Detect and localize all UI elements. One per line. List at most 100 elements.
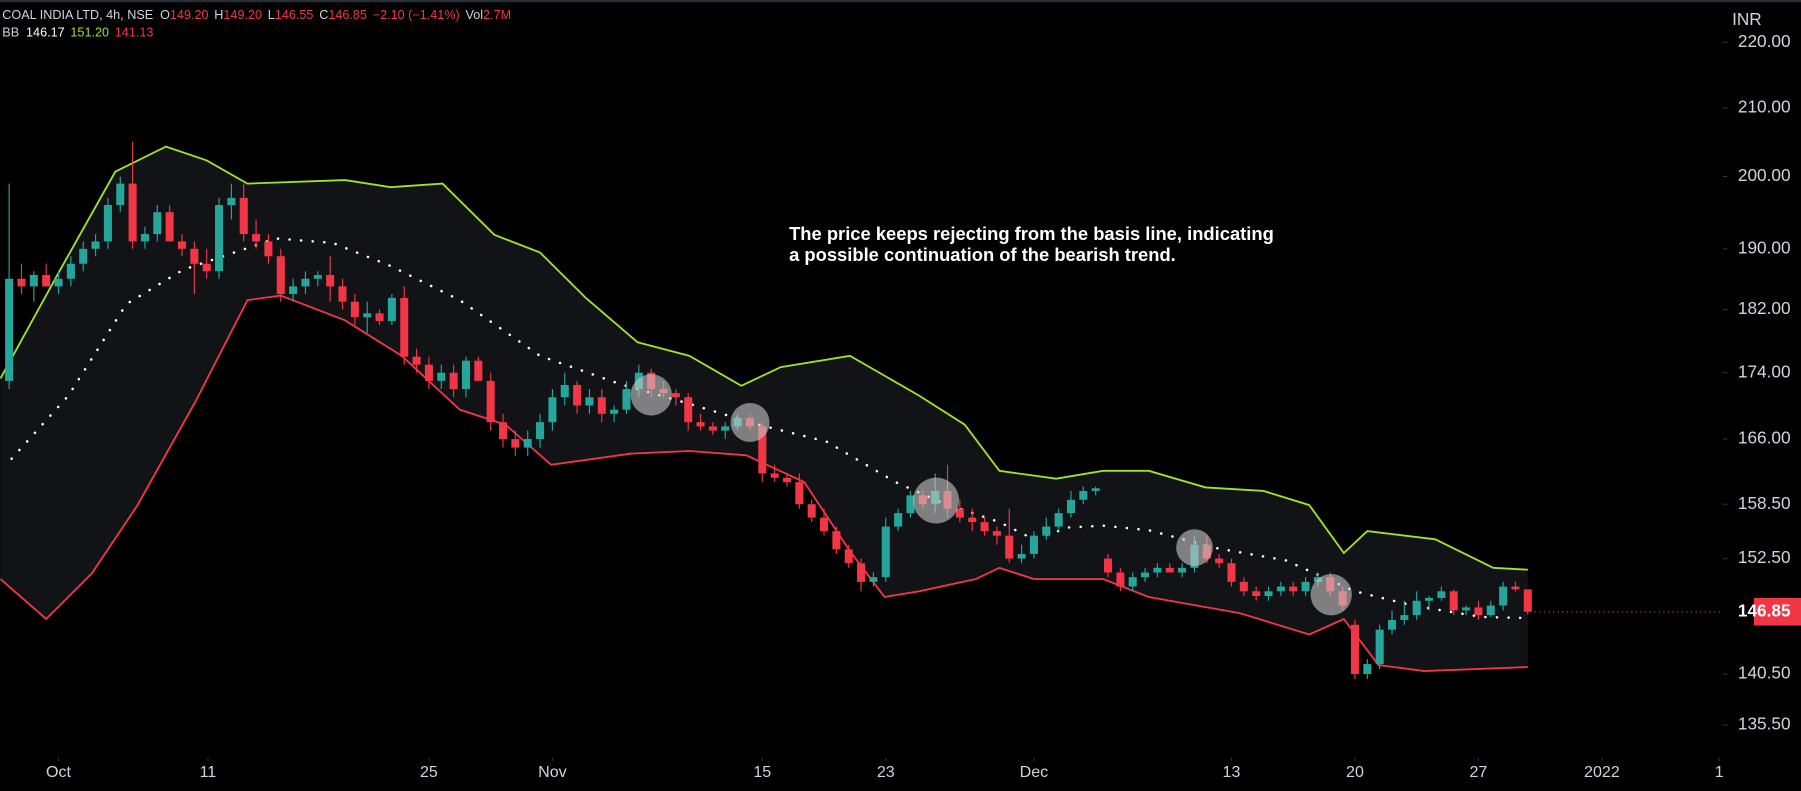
candle-body — [585, 397, 594, 406]
candle-body — [1449, 591, 1458, 611]
x-tick-label: 11 — [200, 763, 217, 781]
x-tick-label: 2022 — [1584, 763, 1620, 781]
x-tick-label: 23 — [877, 763, 895, 781]
candle-body — [350, 301, 359, 318]
candle-body — [696, 422, 705, 427]
candle-body — [573, 384, 582, 406]
candle-body — [1511, 586, 1520, 590]
candle-body — [1178, 567, 1187, 573]
candle-body — [1264, 591, 1273, 597]
y-tick-label: 174.00 — [1738, 361, 1791, 381]
y-tick-label: 135.50 — [1738, 714, 1791, 734]
candle-body — [894, 513, 903, 527]
candle-body — [1029, 535, 1038, 554]
y-tick-label: 140.50 — [1738, 663, 1791, 683]
candle-body — [511, 439, 520, 448]
candle-body — [869, 577, 878, 582]
indicator-line: BB 146.17 151.20 141.13 — [2, 26, 153, 40]
highlight-circle — [1176, 529, 1213, 566]
candle-body — [1350, 624, 1359, 675]
candle-body — [758, 426, 767, 474]
candle-body — [1363, 664, 1372, 675]
candle-body — [610, 409, 619, 414]
candle-body — [1400, 615, 1409, 620]
candle-body — [782, 477, 792, 483]
candle-body — [252, 234, 261, 242]
candle-body — [79, 248, 88, 264]
candle-body — [400, 297, 409, 357]
field-key: O — [160, 8, 170, 22]
candle-body — [375, 313, 384, 322]
candle-body — [1412, 600, 1421, 616]
candle-body — [190, 248, 199, 264]
x-tick-label: 25 — [420, 763, 438, 781]
x-tick-label: 1 — [1715, 763, 1724, 781]
candle-body — [461, 360, 470, 390]
candle-body — [1486, 605, 1495, 616]
candle-body — [1116, 572, 1125, 587]
band-basis — [10, 237, 1530, 620]
candle-body — [1227, 563, 1236, 582]
candle-body — [1375, 629, 1384, 665]
field-value: 146.55 — [275, 8, 314, 22]
candle-body — [1474, 607, 1483, 616]
candle-body — [1054, 513, 1063, 527]
candle-body — [264, 241, 273, 257]
field-key: C — [319, 8, 328, 22]
candle-body — [412, 356, 421, 365]
indicator-upper: 151.20 — [70, 26, 109, 40]
candle-body — [239, 197, 248, 235]
candle-body — [1425, 597, 1434, 601]
candle-body — [684, 397, 693, 423]
candle-body — [1523, 589, 1532, 612]
candle-body — [881, 526, 890, 578]
x-tick-label: 27 — [1469, 763, 1487, 781]
x-tick-label: 15 — [753, 763, 771, 781]
candle-body — [227, 197, 236, 206]
volume-key: Vol — [466, 8, 484, 22]
annotation-line: a possible continuation of the bearish t… — [789, 244, 1176, 265]
y-tick-label: 158.50 — [1738, 493, 1791, 513]
candle-body — [671, 393, 680, 398]
candle-body — [424, 364, 433, 381]
x-tick-label: Nov — [538, 763, 567, 781]
volume-value: 2.7M — [483, 8, 511, 22]
indicator-basis: 146.17 — [26, 26, 65, 40]
candle-body — [906, 495, 915, 514]
field-value: 149.20 — [170, 8, 209, 22]
x-tick-label: 13 — [1223, 763, 1241, 781]
candle-body — [17, 278, 26, 287]
change: −2.10 (−1.41%) — [373, 8, 460, 22]
candle-body — [165, 212, 174, 242]
x-tick-label: 20 — [1346, 763, 1364, 781]
candle-body — [857, 563, 866, 582]
candle-body — [387, 297, 396, 322]
field-value: 149.20 — [223, 8, 262, 22]
candle-body — [1079, 490, 1088, 500]
candle-body — [5, 278, 14, 381]
candle-body — [177, 241, 187, 249]
field-value: 146.85 — [328, 8, 367, 22]
candle-body — [1215, 558, 1224, 564]
candle-body — [708, 426, 717, 431]
currency: INR — [1732, 9, 1762, 29]
candle-body — [474, 360, 483, 381]
candle-body — [128, 183, 137, 242]
y-tick-label: 210.00 — [1738, 96, 1791, 116]
band-fill — [0, 146, 1528, 672]
candle-body — [289, 286, 298, 295]
field-key: L — [268, 8, 275, 22]
candle-body — [29, 275, 38, 287]
candle-body — [301, 278, 310, 287]
candle-body — [820, 517, 829, 532]
band-upper — [0, 145, 1528, 571]
candle-body — [338, 286, 347, 302]
candle-body — [140, 234, 149, 242]
candle-body — [560, 384, 569, 398]
candle-body — [536, 422, 545, 440]
field-key: H — [214, 8, 223, 22]
candle-body — [770, 473, 779, 478]
candle-body — [807, 504, 816, 518]
candle-body — [313, 275, 322, 279]
